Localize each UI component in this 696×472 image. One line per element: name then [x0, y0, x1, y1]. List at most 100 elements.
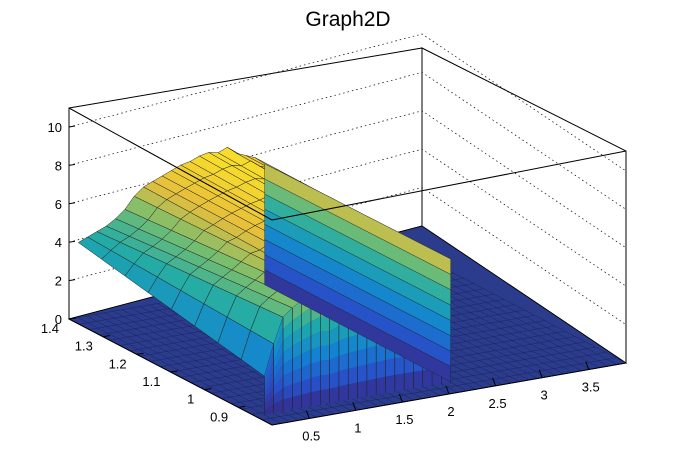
z-tick: [68, 279, 76, 282]
y-tick-label: 1.2: [109, 356, 127, 371]
surface-front-band: [283, 396, 293, 412]
y-tick-label: 1.4: [41, 321, 59, 336]
x-tick-label: 0.5: [302, 428, 320, 443]
surface-front-band: [366, 378, 377, 397]
x-tick: [398, 393, 403, 403]
surface-front-band: [301, 349, 311, 368]
surface-front-band: [329, 371, 339, 389]
surface-front-band: [292, 354, 302, 372]
surface-front-band: [301, 307, 311, 328]
surface-front-band: [329, 325, 339, 346]
surface-front-band: [357, 348, 367, 367]
x-axis: 0.5 1 1.5 2 2.5 3 3.5: [302, 361, 600, 443]
surface-front-band: [320, 345, 330, 361]
x-tick: [305, 410, 310, 419]
surface-front-band: [338, 353, 349, 372]
surface-front-band: [320, 388, 330, 405]
y-tick-label: 0.9: [210, 409, 228, 424]
y-tick-label: 1.1: [142, 374, 160, 389]
surface-front-band: [310, 331, 321, 350]
z-axis: 0 2 4 6 8 10: [48, 120, 76, 327]
surface-front-band: [301, 392, 311, 409]
surface-front-band: [301, 378, 311, 395]
surface-front-band: [338, 368, 349, 387]
z-tick: [68, 163, 76, 166]
surface-front-band: [292, 394, 302, 410]
x-tick-label: 2: [447, 404, 454, 419]
surface-front-band: [283, 320, 293, 341]
surface-side-band: [264, 163, 451, 275]
surface-front-band: [366, 345, 377, 365]
x-tick: [352, 402, 357, 411]
surface-front-band: [376, 376, 386, 395]
surface-front-band: [264, 395, 274, 410]
surface-front-band: [283, 346, 293, 365]
z-tick: [68, 240, 76, 243]
surface-front-band: [301, 335, 311, 355]
x-tick-label: 3: [541, 388, 548, 403]
surface-front-band: [283, 333, 293, 353]
surface-front-band: [292, 327, 302, 347]
y-axis: 0.9 1 1.1 1.2 1.3 1.4: [41, 317, 246, 424]
surface-front-band: [366, 362, 377, 381]
chart-title: Graph2D: [305, 8, 390, 31]
floor-grid-line: [261, 357, 616, 420]
surface-front-band: [301, 321, 311, 341]
z-tick-label: 4: [55, 235, 62, 250]
surface-front-band: [283, 358, 293, 376]
surface-front-band: [310, 360, 321, 379]
surface-front-band: [357, 380, 367, 399]
z-tick-label: 8: [55, 158, 62, 173]
surface-front-band: [348, 334, 358, 354]
surface-front-band: [310, 346, 321, 364]
surface-front-band: [273, 317, 284, 353]
surface-front-band: [376, 343, 386, 363]
surface-front-band: [320, 316, 330, 332]
y-tick: [136, 352, 144, 355]
x-tick: [445, 385, 450, 395]
y-tick: [204, 388, 212, 391]
surface-front-band: [422, 368, 433, 387]
z-grid-line: [68, 33, 627, 172]
surface-front-band: [357, 364, 367, 383]
surface-front-band: [394, 373, 405, 392]
surface-front-band: [348, 366, 358, 385]
surface-front-band: [264, 369, 274, 396]
surface-front-band: [292, 313, 302, 334]
surface-front-band: [320, 331, 330, 347]
surface-front-band: [329, 386, 339, 404]
y-tick: [170, 370, 178, 373]
surface-front-band: [320, 359, 330, 376]
surface-front-band: [348, 350, 358, 369]
z-tick-label: 2: [55, 274, 62, 289]
z-tick-label: 0: [55, 312, 62, 327]
z-tick-label: 6: [55, 197, 62, 212]
surface-front-band: [273, 364, 284, 387]
surface-front-band: [329, 356, 339, 375]
surface-front-band: [283, 371, 293, 388]
surface-front-band: [413, 370, 423, 389]
surface-front-band: [385, 374, 395, 394]
surface-front-band: [292, 367, 302, 385]
surface-front-band: [273, 399, 284, 413]
x-tick-label: 2.5: [489, 396, 507, 411]
surface-front-band: [273, 328, 284, 362]
surface-front-band: [264, 378, 274, 401]
surface-front-band: [348, 382, 358, 400]
surface-front-band: [310, 375, 321, 393]
surface-front-band: [310, 316, 321, 336]
x-tick-label: 1.5: [395, 412, 413, 427]
x-tick: [538, 369, 543, 378]
surface-front-band: [292, 340, 302, 359]
surface-front-band: [292, 300, 302, 321]
x-tick-label: 1: [354, 420, 361, 435]
z-tick: [68, 125, 76, 128]
x-tick: [585, 361, 590, 370]
surface-front-band: [273, 340, 284, 370]
z-grid-line: [68, 72, 627, 210]
surface-front-band: [264, 386, 274, 405]
surface-front-band: [273, 387, 284, 405]
surface-front-band: [329, 341, 339, 360]
z-tick: [68, 202, 76, 205]
